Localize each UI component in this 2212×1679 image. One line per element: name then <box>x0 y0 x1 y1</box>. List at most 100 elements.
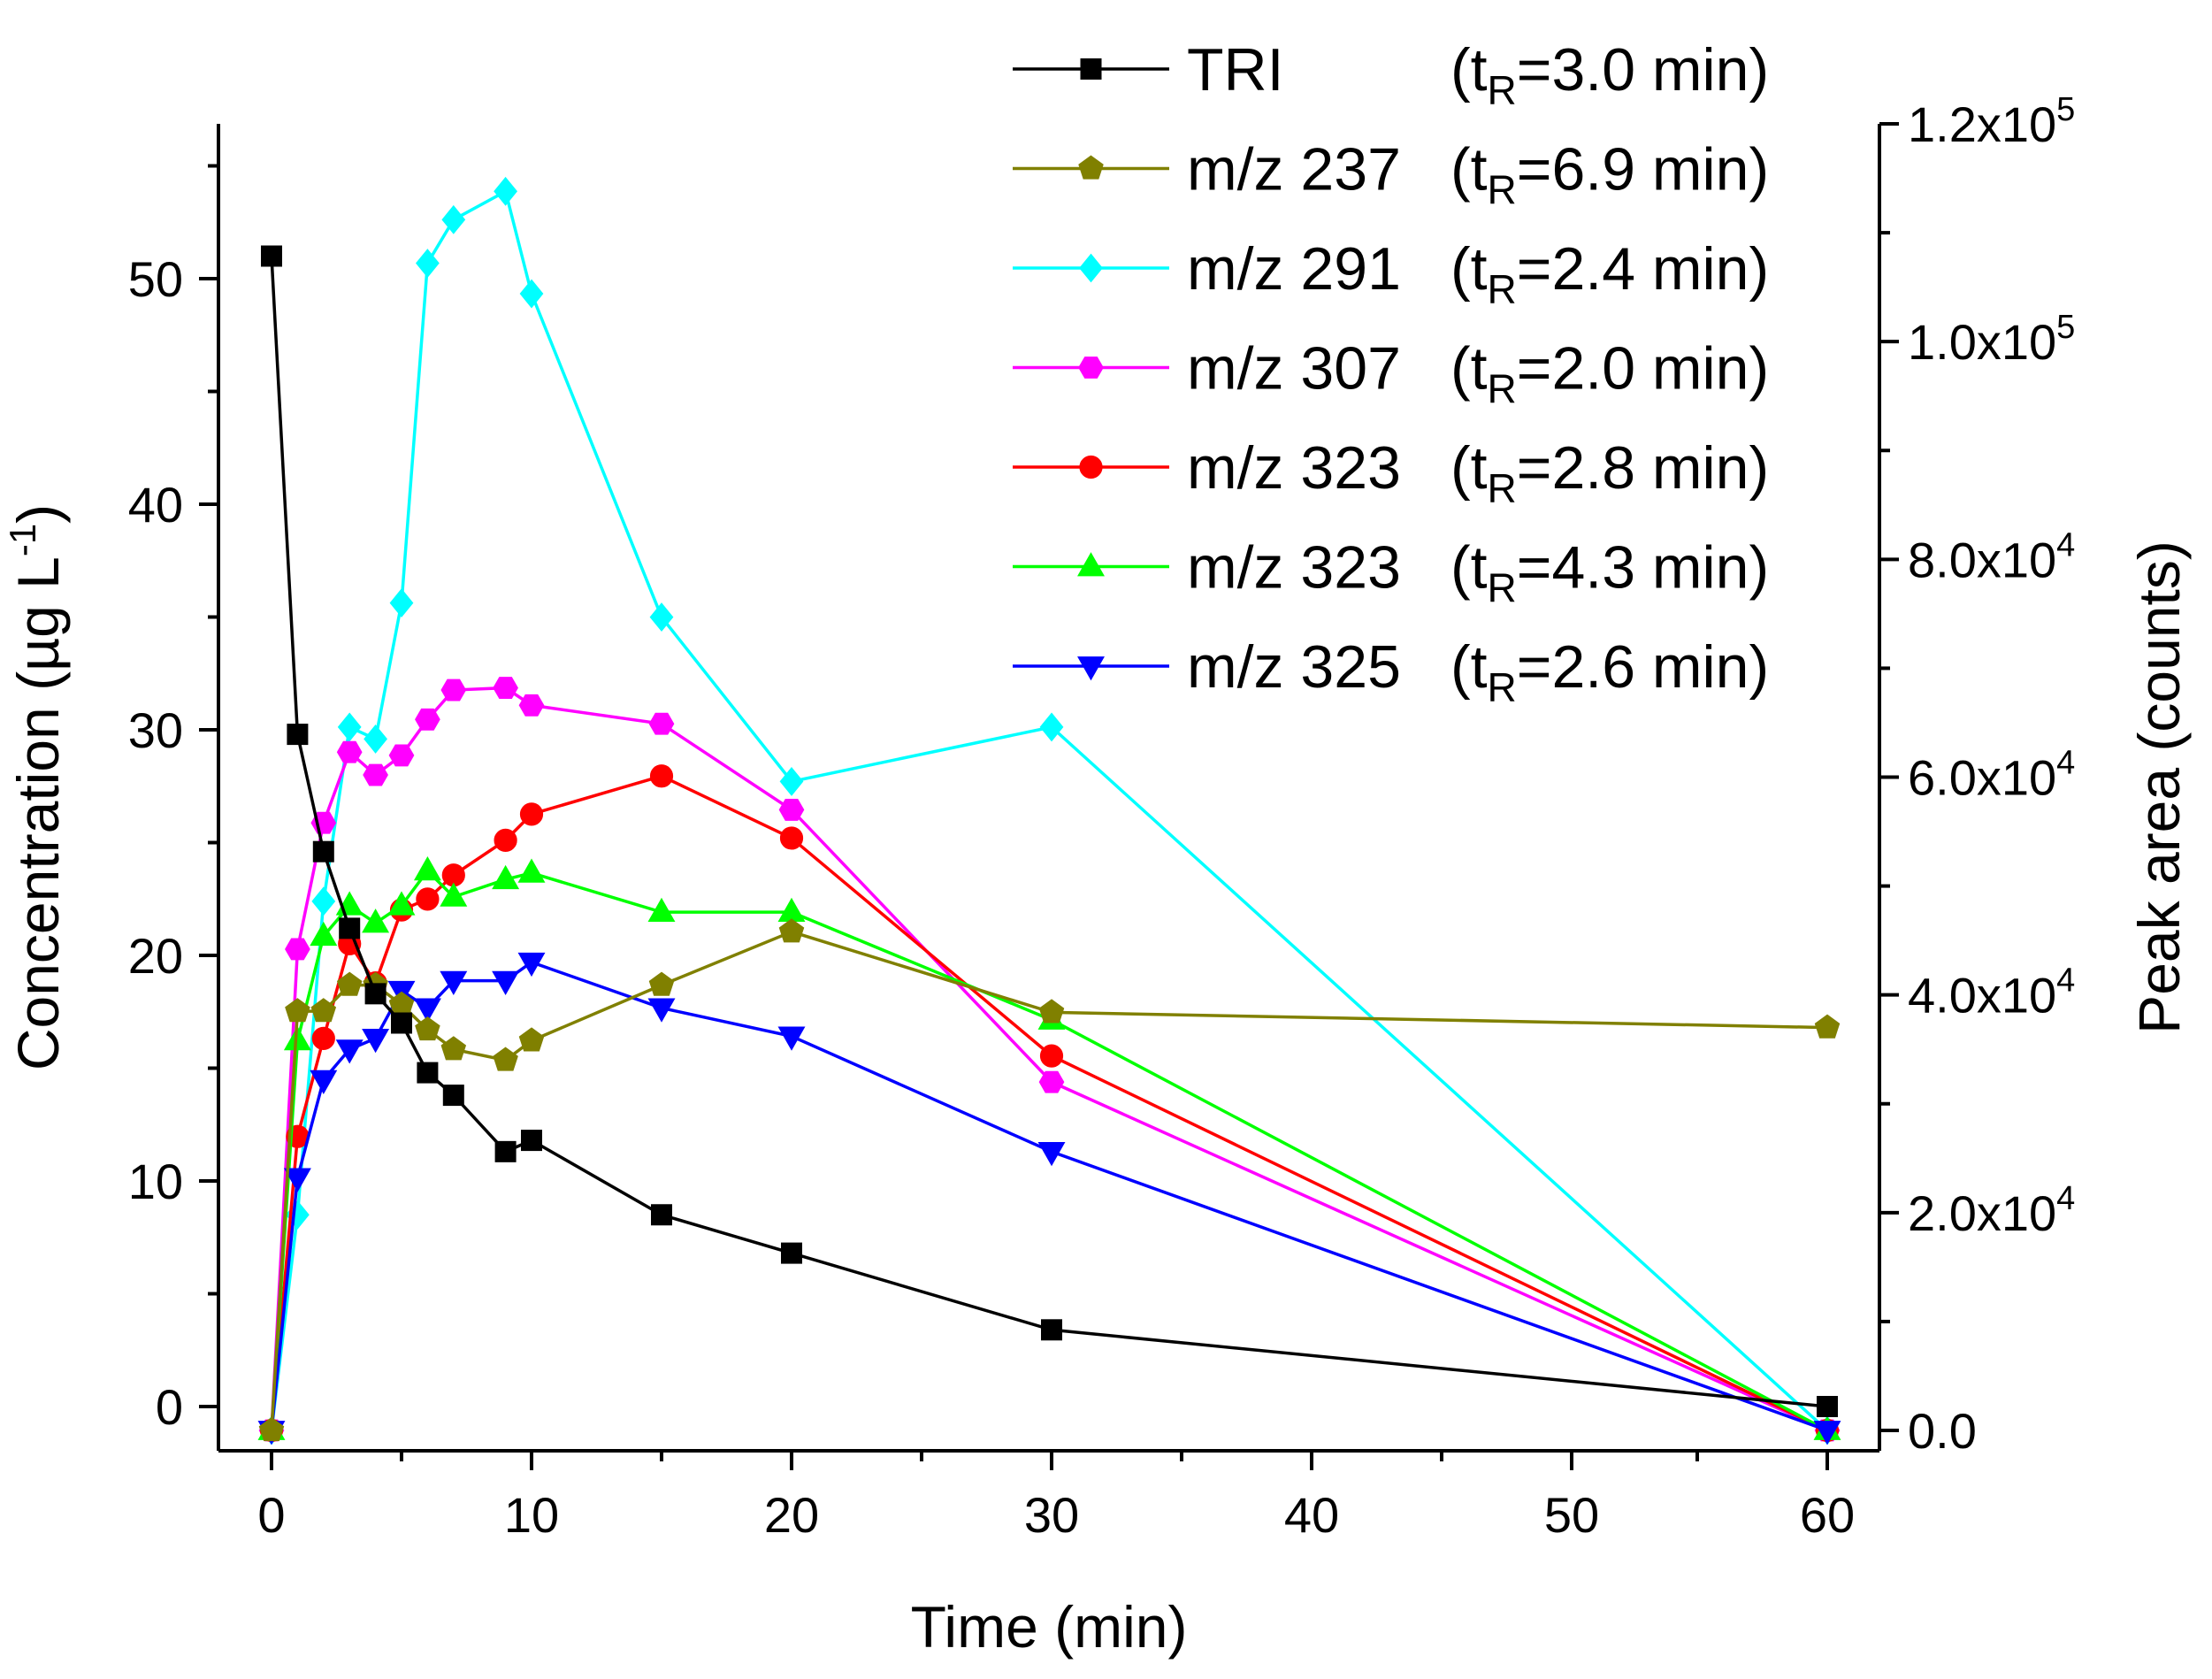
data-point <box>391 1012 412 1034</box>
series-line <box>270 960 1828 1432</box>
y2-tick-label: 1.0x105 <box>1908 309 2075 370</box>
data-point <box>413 998 441 1023</box>
legend-label: m/z 237 <box>1187 136 1401 203</box>
data-point <box>493 1046 518 1071</box>
data-point <box>649 764 674 788</box>
data-point <box>1041 1319 1062 1341</box>
data-point <box>310 921 338 947</box>
legend-marker <box>1079 455 1103 479</box>
data-point <box>1814 1014 1841 1039</box>
series-line <box>270 256 1828 1408</box>
data-point <box>312 840 334 862</box>
data-point <box>1813 1421 1841 1445</box>
data-point <box>519 802 544 826</box>
data-point <box>492 864 520 890</box>
data-point <box>389 588 414 617</box>
data-point <box>416 249 440 278</box>
data-point <box>337 712 362 742</box>
legend-label: m/z 307 <box>1187 335 1401 402</box>
legend-retention: (tR=3.0 min) <box>1450 36 1769 113</box>
data-point <box>1037 1142 1066 1167</box>
legend-entry: m/z 237 (tR=6.9 min) <box>1013 136 1769 213</box>
data-point <box>285 998 310 1023</box>
legend-retention: (tR=2.6 min) <box>1450 633 1769 710</box>
series-line <box>270 188 1829 1432</box>
y-axis-title: Concentration (µg L-1) <box>2 504 71 1070</box>
legend-retention: (tR=6.9 min) <box>1450 136 1769 213</box>
legend-retention: (tR=4.3 min) <box>1450 534 1769 611</box>
legend-marker <box>1080 58 1102 80</box>
legend-entry: TRI (tR=3.0 min) <box>1013 36 1769 113</box>
data-point <box>258 1417 285 1442</box>
data-point <box>310 998 337 1023</box>
data-point <box>1039 712 1064 742</box>
data-point <box>283 1026 311 1051</box>
data-point <box>440 1036 467 1061</box>
y-axis-title-superscript: -1 <box>2 524 43 556</box>
y-tick-label: 10 <box>128 1154 183 1209</box>
data-point <box>416 887 440 911</box>
legend-marker <box>1078 356 1104 379</box>
data-point <box>648 712 675 735</box>
series-m-z-325 <box>257 952 1841 1445</box>
data-point <box>310 1070 338 1094</box>
x-tick-label: 40 <box>1284 1487 1339 1543</box>
legend-entry: m/z 291 (tR=2.4 min) <box>1013 235 1769 312</box>
series-m-z-237 <box>258 918 1841 1442</box>
data-point <box>440 882 468 907</box>
data-point <box>1038 999 1065 1024</box>
data-point <box>362 1029 390 1054</box>
data-point <box>415 1016 440 1041</box>
data-point <box>518 1027 545 1052</box>
legend-retention: (tR=2.0 min) <box>1450 335 1769 412</box>
legend: TRI (tR=3.0 min)m/z 237 (tR=6.9 min)m/z 2… <box>1013 36 1769 710</box>
data-point <box>362 908 390 933</box>
x-tick-label: 60 <box>1800 1487 1855 1543</box>
series-line <box>270 686 1828 1432</box>
data-point <box>261 245 282 267</box>
data-point <box>442 1085 464 1107</box>
x-tick-label: 0 <box>257 1487 285 1543</box>
y-tick-label: 50 <box>128 251 183 307</box>
data-point <box>648 971 675 996</box>
data-point <box>1038 1070 1065 1093</box>
legend-entry: m/z 323 (tR=2.8 min) <box>1013 434 1769 511</box>
x-tick-label: 50 <box>1544 1487 1599 1543</box>
data-point <box>494 828 517 852</box>
series-line <box>270 774 1828 1432</box>
data-point <box>493 677 518 700</box>
data-point <box>649 602 674 632</box>
series-m-z-291 <box>259 176 1840 1445</box>
x-axis-title: Time (min) <box>911 1594 1188 1660</box>
data-point <box>518 694 545 717</box>
legend-marker <box>1077 552 1105 577</box>
data-point <box>335 1039 364 1064</box>
data-point <box>779 766 804 796</box>
data-point <box>517 858 546 883</box>
data-point <box>311 886 336 916</box>
series-layer <box>257 176 1841 1445</box>
y-tick-label: 20 <box>128 928 183 984</box>
legend-retention: (tR=2.8 min) <box>1450 434 1769 511</box>
legend-label: TRI <box>1187 36 1284 104</box>
y2-axis-title: Peak area (counts) <box>2126 540 2192 1034</box>
data-point <box>492 970 520 995</box>
data-point <box>388 744 415 767</box>
data-point <box>285 938 310 961</box>
data-point <box>651 1204 672 1226</box>
data-point <box>415 708 440 731</box>
data-point <box>440 678 467 702</box>
y-axis-ticks: 0 10 20 30 40 50 <box>128 164 218 1435</box>
legend-entry: m/z 325 (tR=2.6 min) <box>1013 633 1769 710</box>
y2-tick-label: 8.0x104 <box>1908 526 2075 587</box>
data-point <box>781 1242 802 1264</box>
y-tick-label: 40 <box>128 477 183 533</box>
legend-entry: m/z 307 (tR=2.0 min) <box>1013 335 1769 412</box>
legend-label: m/z 291 <box>1187 235 1401 303</box>
y-tick-label: 30 <box>128 702 183 758</box>
data-point <box>364 983 387 1005</box>
data-point <box>1817 1396 1838 1417</box>
plot-frame <box>217 124 1881 1453</box>
data-point <box>387 891 416 916</box>
